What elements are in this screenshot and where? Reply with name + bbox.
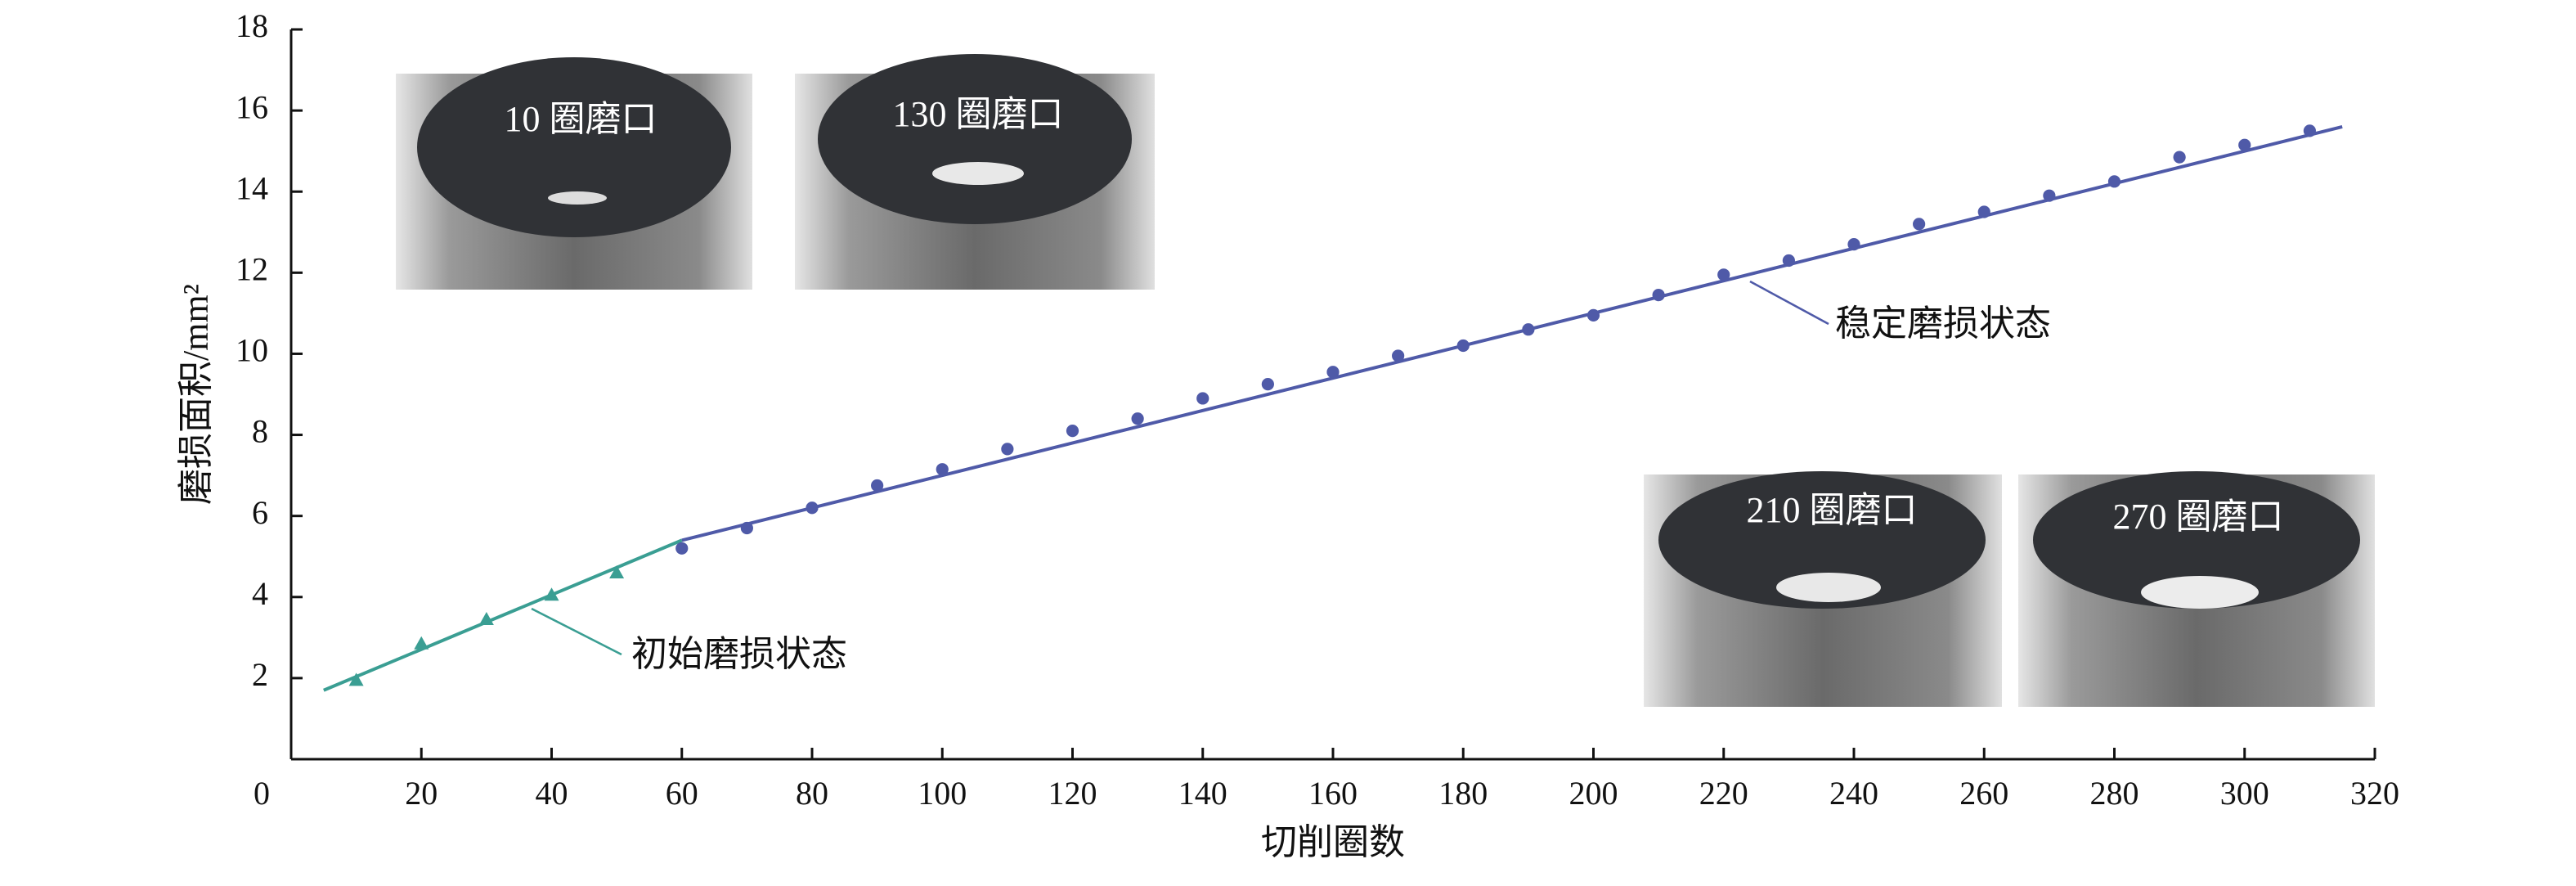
annotation: 初始磨损状态	[631, 634, 847, 674]
y-tick-label: 10	[236, 332, 268, 369]
x-tick-label: 220	[1699, 775, 1748, 812]
y-tick-label: 6	[252, 494, 268, 531]
x-tick-label: 60	[666, 775, 698, 812]
x-tick-label: 20	[405, 775, 438, 812]
point	[2107, 175, 2121, 188]
point	[609, 565, 625, 579]
point	[675, 542, 689, 555]
y-tick-label: 4	[252, 575, 268, 612]
point	[1977, 205, 1990, 218]
inset-photo: 210 圈磨口	[1644, 471, 2002, 707]
point	[2173, 151, 2186, 164]
y-tick-label: 8	[252, 413, 268, 450]
inset-label: 270 圈磨口	[2113, 497, 2284, 537]
x-tick-label: 0	[254, 775, 270, 812]
x-tick-label: 100	[918, 775, 967, 812]
point	[1717, 268, 1730, 281]
y-axis-label: 磨损面积/mm²	[176, 284, 216, 505]
x-tick-label: 260	[1959, 775, 2008, 812]
point	[1066, 425, 1079, 438]
inset-photo: 270 圈磨口	[2018, 471, 2375, 707]
x-tick-label: 240	[1829, 775, 1878, 812]
y-tick-label: 16	[236, 88, 268, 125]
point	[1782, 254, 1795, 268]
inset-label: 10 圈磨口	[505, 99, 657, 139]
y-tick-label: 18	[236, 7, 268, 44]
point	[1001, 443, 1014, 456]
x-tick-label: 300	[2220, 775, 2269, 812]
inset-label: 130 圈磨口	[893, 94, 1064, 134]
point	[2238, 138, 2251, 151]
point	[478, 612, 494, 626]
y-tick-label: 12	[236, 251, 268, 288]
point	[1392, 349, 1405, 362]
point	[348, 672, 364, 686]
point	[414, 636, 429, 650]
point	[1652, 288, 1665, 302]
point	[936, 463, 949, 476]
point	[1847, 238, 1860, 251]
x-axis-label: 切削圈数	[1261, 822, 1405, 862]
point	[1131, 412, 1144, 425]
point	[1913, 218, 1926, 231]
y-tick-label: 2	[252, 656, 268, 693]
point	[2043, 189, 2056, 202]
point	[1196, 392, 1209, 405]
x-tick-label: 280	[2090, 775, 2139, 812]
y-tick-label: 14	[236, 169, 268, 206]
point	[740, 521, 753, 535]
point	[1522, 323, 1535, 336]
point	[1456, 339, 1470, 353]
x-tick-label: 160	[1308, 775, 1358, 812]
annotation-leader	[531, 607, 622, 656]
annotation: 稳定磨损状态	[1835, 304, 2051, 344]
point	[544, 587, 559, 601]
inset-photo: 130 圈磨口	[795, 54, 1155, 290]
x-tick-label: 180	[1438, 775, 1488, 812]
point	[806, 501, 819, 515]
x-tick-label: 320	[2350, 775, 2399, 812]
point	[2303, 124, 2316, 137]
x-tick-label: 200	[1569, 775, 1618, 812]
point	[1586, 308, 1600, 322]
insets: 10 圈磨口 130 圈磨口 210 圈磨口 270 圈磨口	[396, 54, 2375, 707]
inset-photo: 10 圈磨口	[396, 57, 752, 290]
x-tick-label: 120	[1048, 775, 1097, 812]
x-tick-label: 140	[1178, 775, 1227, 812]
point	[1261, 378, 1274, 391]
fit-line	[681, 124, 2343, 542]
inset-label: 210 圈磨口	[1747, 490, 1918, 530]
annotation-leader	[1749, 280, 1829, 326]
x-tick-label: 80	[796, 775, 828, 812]
point	[1326, 366, 1340, 379]
fit-line	[323, 538, 683, 692]
point	[871, 479, 884, 492]
x-tick-label: 40	[536, 775, 568, 812]
